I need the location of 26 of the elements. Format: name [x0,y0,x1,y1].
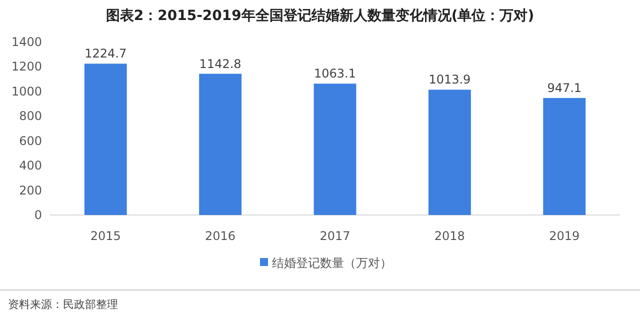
data-label: 1063.1 [314,66,356,81]
bar [428,90,471,215]
bar [314,84,356,215]
bar [84,64,127,215]
data-label: 1142.8 [199,56,242,71]
data-label: 1224.7 [84,46,127,61]
y-tick-label: 1000 [11,84,42,98]
y-tick-label: 0 [34,208,42,222]
x-tick-label: 2015 [90,229,121,243]
data-label: 947.1 [547,80,582,95]
chart-title: 图表2：2015-2019年全国登记结婚新人数量变化情况(单位：万对) [106,7,534,24]
x-tick-label: 2019 [549,229,580,243]
y-tick-label: 400 [19,158,42,173]
x-tick-label: 2016 [205,229,236,243]
y-tick-label: 1400 [11,35,42,49]
y-tick-label: 1200 [11,60,42,74]
legend-label: 结婚登记数量（万对） [272,256,392,270]
bar [543,98,586,215]
bar [199,74,242,215]
x-tick-label: 2017 [320,229,350,243]
y-tick-label: 600 [19,134,42,148]
y-tick-label: 200 [19,183,42,198]
text: 资料来源：民政部整理 [8,298,118,311]
data-label: 1013.9 [428,72,471,87]
y-tick-label: 800 [19,109,42,124]
x-tick-label: 2018 [434,229,465,243]
